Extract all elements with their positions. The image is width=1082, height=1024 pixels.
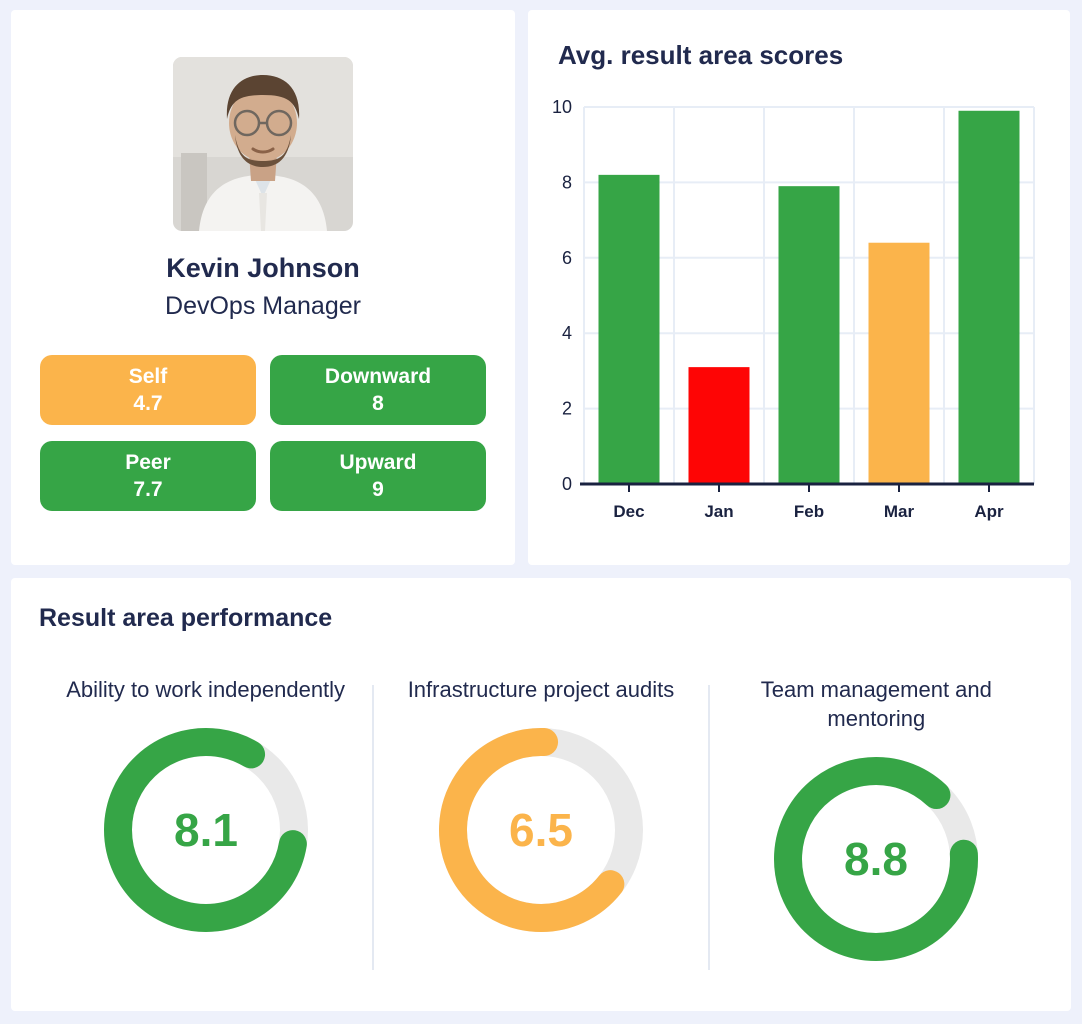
employee-name: Kevin Johnson [166,253,360,283]
badge-value: 8 [372,392,384,415]
badge-label: Self [128,364,168,388]
x-tick-label: Feb [794,502,824,521]
gauge-arc [103,728,307,933]
bar-apr [958,110,1020,484]
gauge-value: 8.1 [174,804,238,856]
y-tick-label: 10 [552,97,572,117]
gauge-divider [707,685,710,971]
donut-gauge: 6.5 [438,728,643,933]
chart-title: Avg. result area scores [558,40,844,70]
gauge-label: Infrastructure project audits [407,677,675,702]
badge-self: Self 4.7 [40,355,256,425]
bar-chart: 0 2 4 6 8 10 Dec Jan Feb Mar Apr [528,71,1070,561]
gauge-label: Ability to work independently [66,677,346,702]
top-row: Kevin Johnson DevOps Manager Self 4.7 Down… [11,10,1071,565]
avatar [173,57,353,231]
bar-mar [868,242,930,484]
y-tick-label: 2 [562,399,572,419]
bar-jan [688,367,750,484]
y-tick-label: 0 [562,474,572,494]
badge-downward: Downward 8 [270,355,486,425]
gauge-value: 6.5 [509,804,573,856]
gauges-row: Ability to work independently 8.1 Infrastr… [39,675,1043,971]
badge-label: Peer [125,450,171,474]
donut-gauge: 8.8 [774,757,979,962]
gauge-divider [372,685,375,971]
avg-scores-chart-card: Avg. result area scores 0 2 4 6 8 10 Dec Jan Feb… [528,10,1070,565]
gauge-arc [438,728,625,933]
y-tick-label: 6 [562,248,572,268]
y-tick-label: 8 [562,172,572,192]
x-tick-label: Mar [884,502,915,521]
badge-label: Downward [324,364,432,388]
x-tick-label: Apr [974,502,1004,521]
bar-chart-svg: 0 2 4 6 8 10 Dec Jan Feb Mar Apr [552,97,1035,521]
bar-feb [778,186,840,485]
badge-upward: Upward 9 [270,441,486,511]
y-tick-label: 4 [562,323,572,343]
gauge-arc [774,757,979,962]
review-score-badges: Self 4.7 Downward 8 Peer 7.7 Upward 9 [11,355,515,511]
result-area-performance-card: Result area performance Ability to work … [11,578,1071,1011]
badge-value: 7.7 [133,478,163,501]
badge-peer: Peer 7.7 [40,441,256,511]
gauge-3: Team management and mentoring 8.8 [710,675,1043,970]
badge-label: Upward [339,450,417,474]
employee-profile-card: Kevin Johnson DevOps Manager Self 4.7 Down… [11,10,515,565]
gauge-value: 8.8 [844,833,908,885]
gauge-2: Infrastructure project audits 6.5 [374,675,707,970]
employee-role: DevOps Manager [165,292,361,320]
gauge-1: Ability to work independently 8.1 [39,675,372,970]
section-title: Result area performance [39,604,333,632]
badge-value: 4.7 [133,392,163,415]
x-tick-label: Dec [613,502,644,521]
bar-dec [598,174,660,485]
profile-photo [173,57,353,231]
gauge-label: Team management and mentoring [760,677,992,732]
badge-value: 9 [372,478,384,501]
donut-gauge: 8.1 [103,728,308,933]
x-tick-label: Jan [704,502,733,521]
